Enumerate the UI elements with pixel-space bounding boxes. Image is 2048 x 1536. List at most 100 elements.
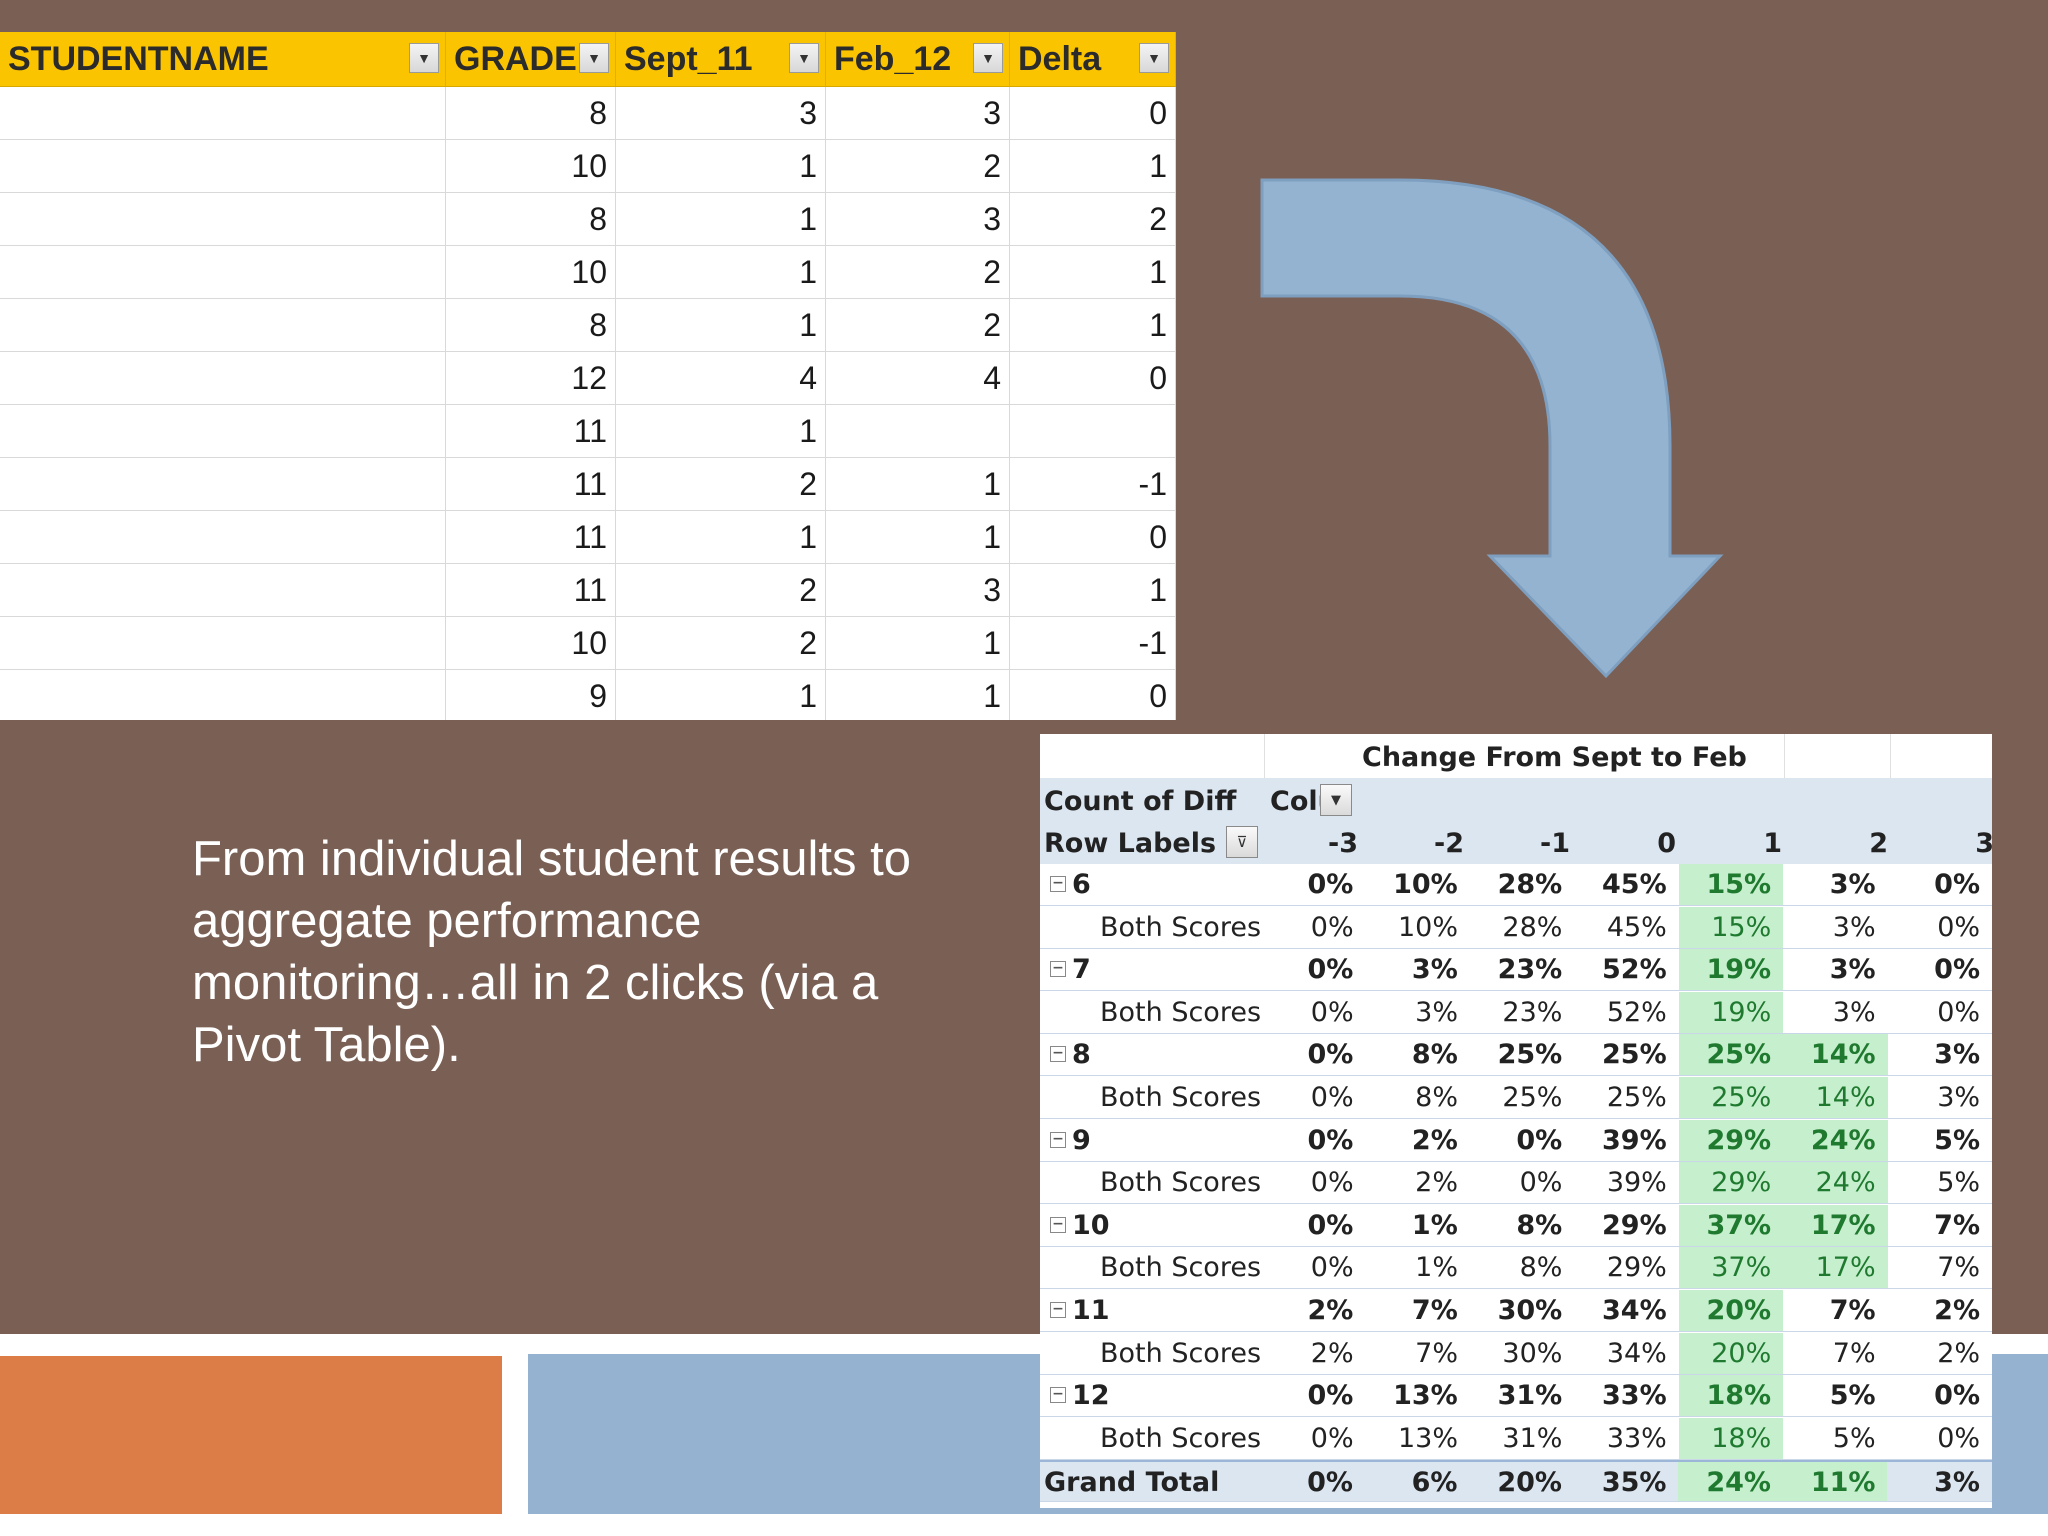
pivot-cell[interactable]: 24% xyxy=(1783,1162,1888,1204)
cell-studentname[interactable] xyxy=(0,193,446,246)
cell-feb12[interactable]: 2 xyxy=(826,246,1010,299)
pivot-cell[interactable]: 2% xyxy=(1411,1124,1458,1156)
grade-row-label[interactable]: −7 xyxy=(1040,949,1261,990)
pivot-cell[interactable]: 3% xyxy=(1934,1039,1981,1071)
cell-studentname[interactable] xyxy=(0,299,446,352)
pivot-cell[interactable]: 52% xyxy=(1602,954,1667,986)
pivot-cell[interactable]: 5% xyxy=(1934,1124,1981,1156)
cell-delta[interactable]: 1 xyxy=(1010,140,1176,193)
pivot-cell[interactable]: 19% xyxy=(1678,949,1784,991)
pivot-cell[interactable]: 0% xyxy=(1934,954,1981,986)
pivot-cell[interactable]: 3% xyxy=(1415,996,1459,1028)
pivot-cell[interactable]: 8% xyxy=(1411,1039,1458,1071)
cell-studentname[interactable] xyxy=(0,87,446,140)
cell-feb12[interactable]: 1 xyxy=(826,617,1010,670)
pivot-cell[interactable]: 3% xyxy=(1829,869,1876,900)
grand-total-cell[interactable]: 3% xyxy=(1934,1467,1980,1499)
cell-sept11[interactable]: 2 xyxy=(616,617,826,670)
cell-studentname[interactable] xyxy=(0,458,446,511)
collapse-icon[interactable]: − xyxy=(1050,1216,1066,1233)
cell-sept11[interactable]: 2 xyxy=(616,458,826,511)
pivot-cell[interactable]: 20% xyxy=(1678,1332,1784,1374)
pivot-cell[interactable]: 0% xyxy=(1310,996,1354,1028)
pivot-cell[interactable]: 23% xyxy=(1497,954,1563,986)
cell-grade[interactable]: 11 xyxy=(446,405,616,458)
pivot-cell[interactable]: 0% xyxy=(1519,1167,1563,1199)
pivot-cell[interactable]: 5% xyxy=(1937,1167,1981,1199)
cell-studentname[interactable] xyxy=(0,670,446,720)
cell-feb12[interactable]: 2 xyxy=(826,299,1010,352)
cell-sept11[interactable]: 1 xyxy=(616,193,826,246)
pivot-cell[interactable]: 0% xyxy=(1937,996,1981,1028)
pivot-cell[interactable]: 0% xyxy=(1307,1380,1354,1412)
pivot-cell[interactable]: 0% xyxy=(1310,911,1354,943)
pivot-cell[interactable]: 2% xyxy=(1937,1337,1981,1369)
collapse-icon[interactable]: − xyxy=(1050,1131,1066,1148)
filter-dropdown-icon[interactable]: ▼ xyxy=(1139,43,1169,73)
grand-total-cell[interactable]: 11% xyxy=(1782,1462,1888,1502)
cell-feb12[interactable]: 2 xyxy=(826,140,1010,193)
collapse-icon[interactable]: − xyxy=(1050,1387,1066,1404)
column-filter-dropdown-icon[interactable]: ▼ xyxy=(1320,784,1352,816)
collapse-icon[interactable]: − xyxy=(1050,1046,1066,1063)
grade-row-label[interactable]: −12 xyxy=(1040,1375,1261,1416)
grand-total-cell[interactable]: 6% xyxy=(1411,1467,1458,1499)
cell-grade[interactable]: 10 xyxy=(446,140,616,193)
cell-studentname[interactable] xyxy=(0,140,446,193)
row-filter-funnel-icon[interactable]: ⊽ xyxy=(1226,826,1258,858)
cell-grade[interactable]: 11 xyxy=(446,564,616,617)
grade-row-label[interactable]: −6 xyxy=(1040,864,1261,905)
pivot-cell[interactable]: 8% xyxy=(1516,1209,1563,1241)
pivot-cell[interactable]: 29% xyxy=(1606,1252,1667,1284)
cell-delta[interactable]: 1 xyxy=(1010,564,1176,617)
collapse-icon[interactable]: − xyxy=(1050,961,1066,978)
pivot-cell[interactable]: 33% xyxy=(1602,1380,1667,1412)
pivot-cell[interactable]: 28% xyxy=(1497,869,1563,900)
pivot-cell[interactable]: 24% xyxy=(1783,1119,1888,1161)
cell-delta[interactable]: 0 xyxy=(1010,87,1176,140)
pivot-cell[interactable]: 37% xyxy=(1678,1247,1784,1289)
cell-sept11[interactable]: 1 xyxy=(616,511,826,564)
pivot-cell[interactable]: 18% xyxy=(1678,1375,1784,1417)
pivot-cell[interactable]: 25% xyxy=(1497,1039,1563,1071)
pivot-cell[interactable]: 25% xyxy=(1502,1082,1563,1113)
header-feb12[interactable]: Feb_12 ▼ xyxy=(826,32,1010,86)
pivot-cell[interactable]: 0% xyxy=(1307,869,1354,900)
pivot-cell[interactable]: 45% xyxy=(1602,869,1667,900)
pivot-cell[interactable]: 1% xyxy=(1415,1252,1459,1284)
pivot-cell[interactable]: 29% xyxy=(1678,1119,1784,1161)
cell-delta[interactable]: 0 xyxy=(1010,511,1176,564)
cell-delta[interactable]: 1 xyxy=(1010,299,1176,352)
pivot-cell[interactable]: 15% xyxy=(1678,864,1784,905)
pivot-cell[interactable]: 7% xyxy=(1832,1337,1876,1369)
pivot-cell[interactable]: 29% xyxy=(1678,1162,1784,1204)
pivot-cell[interactable]: 0% xyxy=(1310,1082,1354,1113)
pivot-cell[interactable]: 0% xyxy=(1307,1039,1354,1071)
pivot-cell[interactable]: 20% xyxy=(1678,1290,1784,1331)
cell-feb12[interactable]: 1 xyxy=(826,458,1010,511)
cell-grade[interactable]: 10 xyxy=(446,246,616,299)
pivot-cell[interactable]: 0% xyxy=(1310,1252,1354,1284)
cell-delta[interactable]: 1 xyxy=(1010,246,1176,299)
grand-total-cell[interactable]: 35% xyxy=(1601,1467,1667,1499)
cell-feb12[interactable]: 3 xyxy=(826,193,1010,246)
pivot-cell[interactable]: 0% xyxy=(1307,954,1354,986)
pivot-cell[interactable]: 45% xyxy=(1606,911,1667,943)
pivot-cell[interactable]: 33% xyxy=(1606,1422,1667,1454)
pivot-cell[interactable]: 0% xyxy=(1937,1422,1981,1454)
pivot-cell[interactable]: 30% xyxy=(1497,1295,1563,1326)
cell-sept11[interactable]: 2 xyxy=(616,564,826,617)
pivot-cell[interactable]: 2% xyxy=(1934,1295,1981,1326)
cell-grade[interactable]: 12 xyxy=(446,352,616,405)
pivot-cell[interactable]: 29% xyxy=(1602,1209,1667,1241)
header-sept11[interactable]: Sept_11 ▼ xyxy=(616,32,826,86)
pivot-cell[interactable]: 13% xyxy=(1393,1380,1458,1412)
cell-studentname[interactable] xyxy=(0,564,446,617)
collapse-icon[interactable]: − xyxy=(1050,876,1066,892)
grand-total-cell[interactable]: 0% xyxy=(1307,1467,1353,1499)
pivot-cell[interactable]: 14% xyxy=(1783,1077,1888,1118)
filter-dropdown-icon[interactable]: ▼ xyxy=(973,43,1003,73)
pivot-cell[interactable]: 7% xyxy=(1411,1295,1458,1326)
cell-sept11[interactable]: 1 xyxy=(616,246,826,299)
pivot-cell[interactable]: 28% xyxy=(1502,911,1563,943)
